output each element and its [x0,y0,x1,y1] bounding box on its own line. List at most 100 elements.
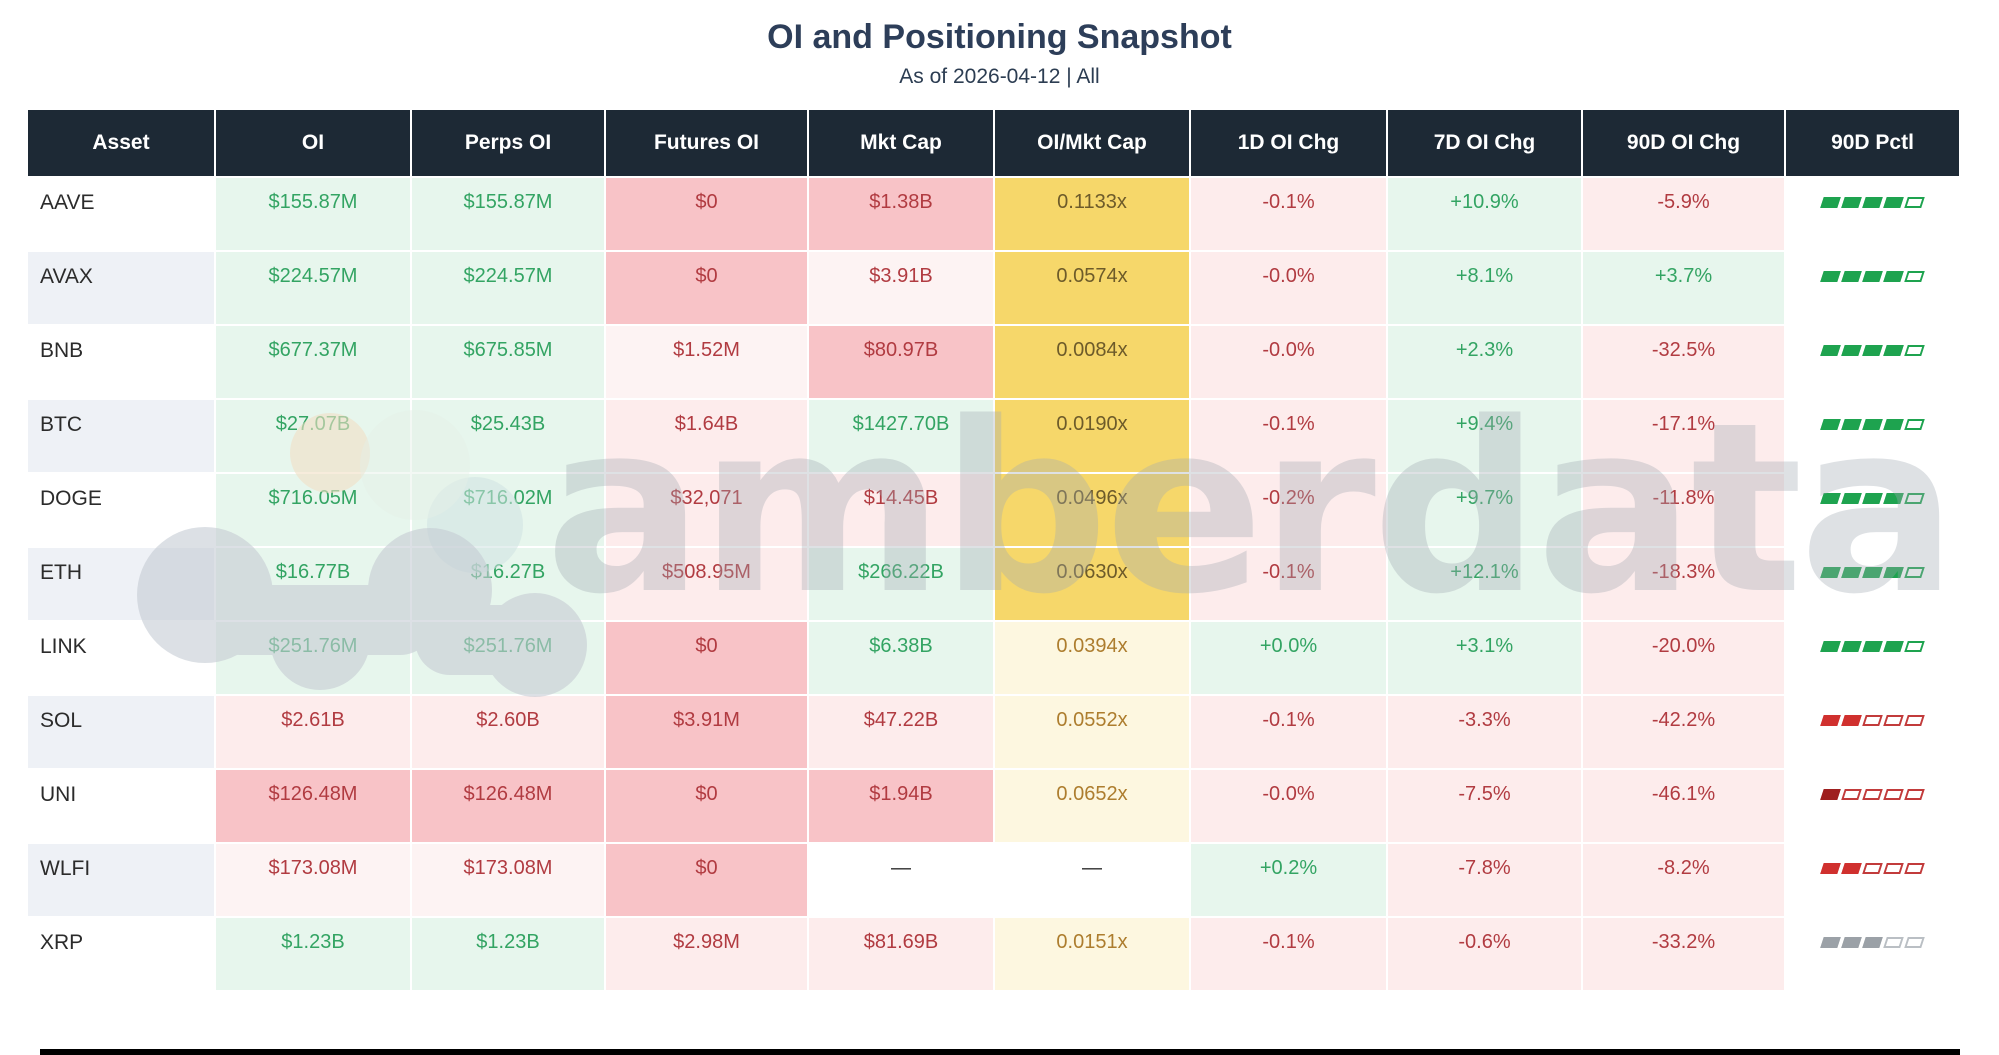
cell-perps-oi: $16.27B [412,548,604,620]
pctl-block-filled-icon [1841,271,1862,282]
cell-7d-oi-chg: +9.4% [1388,400,1581,472]
pctl-block-filled-icon [1841,197,1862,208]
pctl-block-empty-icon [1904,641,1925,652]
cell-mkt-cap: $1427.70B [809,400,993,472]
cell-mkt-cap: $81.69B [809,918,993,990]
cell-90d-oi-chg: +3.7% [1583,252,1784,324]
cell-mkt-cap: $1.94B [809,770,993,842]
pctl-indicator [1786,252,1959,324]
pctl-indicator [1786,548,1959,620]
pctl-block-filled-icon [1862,937,1883,948]
asset-label: WLFI [28,844,214,916]
cell-oi-mkt-cap: 0.0552x [995,696,1189,768]
asset-label: AVAX [28,252,214,324]
cell-7d-oi-chg: +10.9% [1388,178,1581,250]
cell-oi: $677.37M [216,326,410,398]
pctl-block-filled-icon [1862,419,1883,430]
pctl-block-filled-icon [1862,345,1883,356]
cell-90d-oi-chg: -11.8% [1583,474,1784,546]
asset-label: LINK [28,622,214,694]
pctl-block-filled-icon [1820,789,1841,800]
cell-1d-oi-chg: -0.1% [1191,548,1386,620]
pctl-block-filled-icon [1820,419,1841,430]
asset-label: XRP [28,918,214,990]
pctl-block-filled-icon [1883,641,1904,652]
cell-7d-oi-chg: -0.6% [1388,918,1581,990]
pctl-block-filled-icon [1820,863,1841,874]
cell-1d-oi-chg: -0.1% [1191,400,1386,472]
cell-mkt-cap: $47.22B [809,696,993,768]
pctl-block-filled-icon [1883,271,1904,282]
pctl-indicator [1786,770,1959,842]
pctl-block-filled-icon [1841,419,1862,430]
column-header-1d-oi-chg: 1D OI Chg [1191,110,1386,176]
pctl-block-empty-icon [1841,789,1862,800]
pctl-block-filled-icon [1862,567,1883,578]
pctl-block-empty-icon [1883,863,1904,874]
column-header-futures-oi: Futures OI [606,110,807,176]
bottom-bar [40,1049,1960,1055]
cell-oi: $126.48M [216,770,410,842]
pctl-block-filled-icon [1841,567,1862,578]
pctl-block-empty-icon [1862,715,1883,726]
pctl-block-filled-icon [1883,419,1904,430]
cell-1d-oi-chg: +0.0% [1191,622,1386,694]
cell-90d-oi-chg: -33.2% [1583,918,1784,990]
pctl-block-empty-icon [1883,789,1904,800]
cell-oi: $16.77B [216,548,410,620]
cell-7d-oi-chg: -7.5% [1388,770,1581,842]
pctl-block-filled-icon [1841,345,1862,356]
cell-7d-oi-chg: +9.7% [1388,474,1581,546]
cell-perps-oi: $25.43B [412,400,604,472]
pctl-block-filled-icon [1820,937,1841,948]
cell-mkt-cap: — [809,844,993,916]
cell-futures-oi: $0 [606,252,807,324]
cell-oi: $2.61B [216,696,410,768]
pctl-block-empty-icon [1904,271,1925,282]
cell-1d-oi-chg: -0.0% [1191,252,1386,324]
pctl-block-filled-icon [1841,715,1862,726]
cell-oi-mkt-cap: 0.0574x [995,252,1189,324]
cell-90d-oi-chg: -32.5% [1583,326,1784,398]
pctl-block-empty-icon [1904,567,1925,578]
cell-90d-oi-chg: -18.3% [1583,548,1784,620]
cell-futures-oi: $0 [606,770,807,842]
cell-1d-oi-chg: -0.2% [1191,474,1386,546]
cell-perps-oi: $251.76M [412,622,604,694]
pctl-indicator [1786,178,1959,250]
asset-label: BTC [28,400,214,472]
cell-1d-oi-chg: -0.1% [1191,696,1386,768]
cell-oi-mkt-cap: — [995,844,1189,916]
pctl-indicator [1786,326,1959,398]
cell-oi-mkt-cap: 0.1133x [995,178,1189,250]
asset-label: DOGE [28,474,214,546]
cell-futures-oi: $0 [606,178,807,250]
asset-label: SOL [28,696,214,768]
pctl-block-filled-icon [1820,567,1841,578]
cell-90d-oi-chg: -42.2% [1583,696,1784,768]
cell-90d-oi-chg: -5.9% [1583,178,1784,250]
column-header-oi-mkt-cap: OI/Mkt Cap [995,110,1189,176]
cell-perps-oi: $224.57M [412,252,604,324]
column-header-7d-oi-chg: 7D OI Chg [1388,110,1581,176]
cell-oi: $716.05M [216,474,410,546]
column-header-perps-oi: Perps OI [412,110,604,176]
cell-7d-oi-chg: -3.3% [1388,696,1581,768]
cell-1d-oi-chg: -0.0% [1191,770,1386,842]
pctl-block-filled-icon [1883,567,1904,578]
pctl-block-filled-icon [1820,493,1841,504]
pctl-block-filled-icon [1862,197,1883,208]
cell-futures-oi: $0 [606,844,807,916]
cell-oi-mkt-cap: 0.0151x [995,918,1189,990]
cell-futures-oi: $0 [606,622,807,694]
cell-mkt-cap: $80.97B [809,326,993,398]
pctl-block-filled-icon [1841,493,1862,504]
asset-label: BNB [28,326,214,398]
cell-90d-oi-chg: -46.1% [1583,770,1784,842]
cell-1d-oi-chg: +0.2% [1191,844,1386,916]
cell-perps-oi: $155.87M [412,178,604,250]
pctl-block-empty-icon [1904,197,1925,208]
column-header-mkt-cap: Mkt Cap [809,110,993,176]
pctl-block-filled-icon [1862,493,1883,504]
